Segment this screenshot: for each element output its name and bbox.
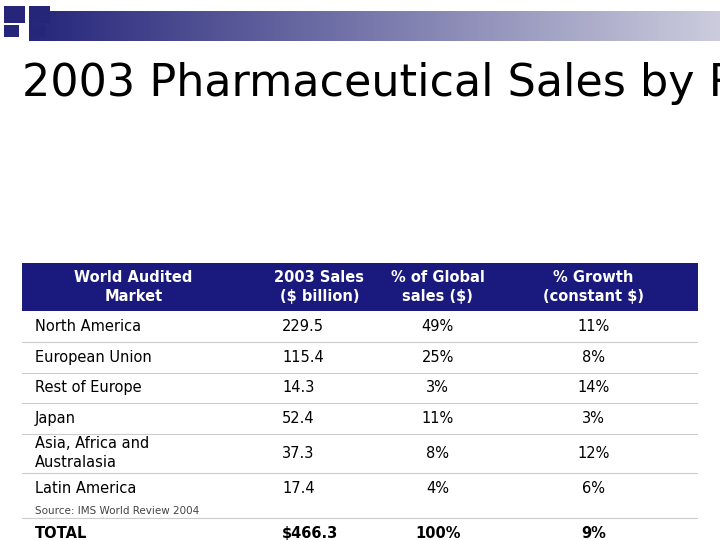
Text: Rest of Europe: Rest of Europe — [35, 380, 142, 395]
Text: European Union: European Union — [35, 350, 152, 364]
Bar — [22, 263, 698, 312]
Text: 17.4: 17.4 — [282, 481, 315, 496]
Text: 11%: 11% — [577, 319, 610, 334]
Text: Latin America: Latin America — [35, 481, 137, 496]
Text: 49%: 49% — [422, 319, 454, 334]
Text: 100%: 100% — [415, 526, 461, 540]
Text: 25%: 25% — [422, 350, 454, 364]
Text: Asia, Africa and
Australasia: Asia, Africa and Australasia — [35, 436, 149, 470]
Text: Japan: Japan — [35, 411, 76, 426]
Text: $466.3: $466.3 — [282, 526, 338, 540]
Text: % Growth
(constant $): % Growth (constant $) — [543, 270, 644, 305]
Text: 4%: 4% — [426, 481, 449, 496]
Text: 2003 Sales
($ billion): 2003 Sales ($ billion) — [274, 270, 364, 305]
Text: 229.5: 229.5 — [282, 319, 324, 334]
Text: North America: North America — [35, 319, 141, 334]
Text: 3%: 3% — [582, 411, 605, 426]
Text: % of Global
sales ($): % of Global sales ($) — [391, 270, 485, 305]
Text: 14.3: 14.3 — [282, 380, 315, 395]
Text: Source: IMS World Review 2004: Source: IMS World Review 2004 — [35, 507, 199, 516]
Text: 14%: 14% — [577, 380, 610, 395]
Text: 37.3: 37.3 — [282, 446, 315, 461]
Text: World Audited
Market: World Audited Market — [74, 270, 192, 305]
Text: TOTAL: TOTAL — [35, 526, 88, 540]
Text: 6%: 6% — [582, 481, 605, 496]
Text: 52.4: 52.4 — [282, 411, 315, 426]
Text: 8%: 8% — [582, 350, 605, 364]
Text: 8%: 8% — [426, 446, 449, 461]
Text: 2003 Pharmaceutical Sales by Region: 2003 Pharmaceutical Sales by Region — [22, 62, 720, 105]
Text: 9%: 9% — [581, 526, 606, 540]
Text: 12%: 12% — [577, 446, 610, 461]
Text: 115.4: 115.4 — [282, 350, 324, 364]
Text: 11%: 11% — [422, 411, 454, 426]
Text: 3%: 3% — [426, 380, 449, 395]
